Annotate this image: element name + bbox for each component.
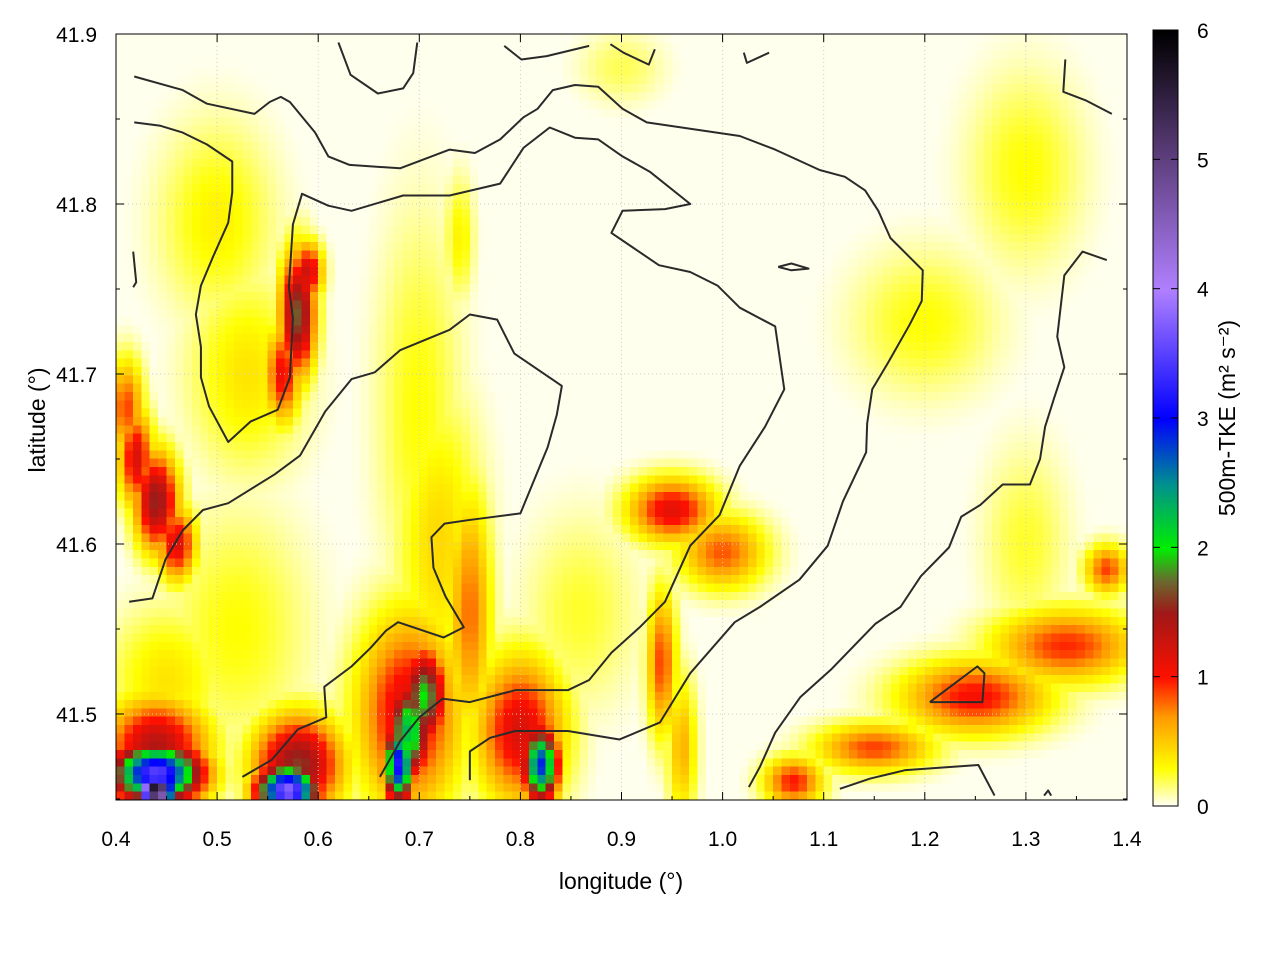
contour-lines — [128, 42, 1113, 797]
contour-line — [132, 251, 138, 288]
y-tick-label: 41.6 — [56, 534, 97, 557]
x-tick-label: 1.0 — [708, 828, 737, 851]
x-tick-label: 0.8 — [506, 828, 535, 851]
contour-line — [337, 42, 419, 95]
plot-frame — [115, 33, 1128, 801]
colorbar-tick-label: 0 — [1197, 796, 1209, 819]
contour-line — [929, 665, 986, 704]
tke-heatmap — [116, 34, 1127, 800]
x-tick-label: 0.9 — [607, 828, 636, 851]
colorbar-tick-label: 2 — [1197, 537, 1209, 560]
colorbar-tick-label: 3 — [1197, 408, 1209, 431]
contour-line — [1062, 59, 1113, 115]
contour-line — [839, 763, 996, 797]
colorbar-tick-label: 5 — [1197, 149, 1209, 172]
x-tick-label: 1.4 — [1112, 828, 1142, 851]
y-tick-label: 41.7 — [56, 364, 97, 387]
x-axis-label: longitude (°) — [559, 868, 683, 894]
colorbar-tick-label: 1 — [1197, 667, 1209, 690]
x-tick-label: 0.4 — [101, 828, 131, 851]
contour-line — [748, 250, 1108, 788]
y-tick-label: 41.5 — [56, 704, 97, 727]
contour-line — [503, 44, 590, 61]
colorbar-tick-label: 6 — [1197, 20, 1209, 43]
contour-line — [742, 51, 770, 64]
x-tick-label: 0.6 — [304, 828, 333, 851]
ticks: 0.4 0.5 0.6 0.7 0.8 0.9 1.0 1.1 1.2 1.3 1.4 41.5 41.… — [56, 20, 1209, 851]
colorbar-tick-label: 4 — [1197, 279, 1209, 302]
x-tick-label: 1.2 — [910, 828, 939, 851]
contour-line — [128, 313, 563, 778]
y-tick-label: 41.9 — [56, 24, 97, 47]
contour-line — [1043, 789, 1053, 797]
contour-line — [609, 43, 656, 66]
y-tick-label: 41.8 — [56, 194, 97, 217]
contour-line — [777, 262, 810, 272]
x-tick-label: 1.1 — [809, 828, 838, 851]
contour-line — [133, 75, 924, 781]
x-tick-label: 0.5 — [202, 828, 231, 851]
colorbar-label: 500m-TKE (m² s⁻²) — [1214, 320, 1240, 516]
x-tick-label: 1.3 — [1011, 828, 1040, 851]
gridlines — [115, 33, 1128, 800]
x-tick-label: 0.7 — [405, 828, 434, 851]
y-axis-label: latitude (°) — [24, 367, 50, 472]
contour-line — [134, 121, 786, 778]
